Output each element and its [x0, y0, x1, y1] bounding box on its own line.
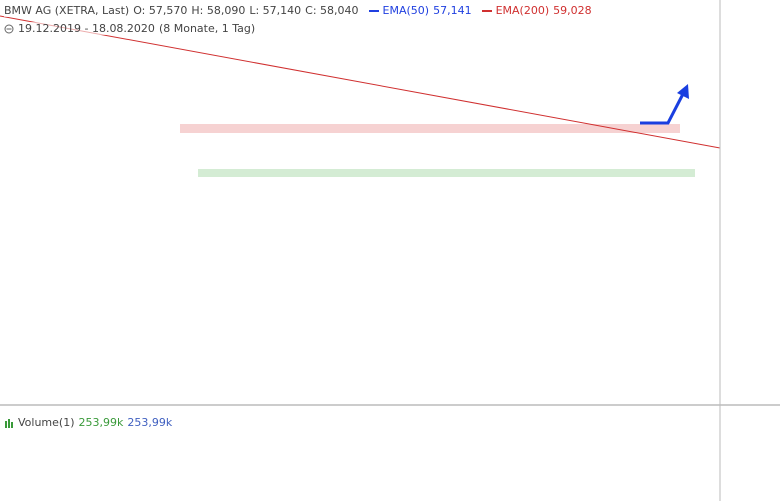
- header-line-1: BMW AG (XETRA, Last) O: 57,570 H: 58,090…: [4, 4, 592, 17]
- volume-header: Volume(1) 253,99k 253,99k: [4, 416, 173, 429]
- ohlc-low: L: 57,140: [249, 4, 302, 17]
- ohlc-high: H: 58,090: [191, 4, 246, 17]
- ohlc-open: O: 57,570: [133, 4, 188, 17]
- trend-line: [0, 15, 721, 149]
- legend-label: EMA(200): [495, 4, 550, 17]
- arrow: [640, 91, 686, 125]
- resistance-zone: [180, 124, 680, 133]
- period: (8 Monate, 1 Tag): [158, 22, 256, 35]
- support-zone: [198, 169, 695, 177]
- date-range: 19.12.2019 - 18.08.2020: [18, 22, 155, 35]
- header-line-2: 19.12.2019 - 18.08.2020 (8 Monate, 1 Tag…: [4, 22, 256, 35]
- legend-label: EMA(50): [382, 4, 430, 17]
- collapse-icon[interactable]: [4, 24, 14, 34]
- volume-value: 253,99k: [127, 416, 173, 429]
- arrow-head: [677, 84, 689, 99]
- ohlc-close: C: 58,040: [305, 4, 359, 17]
- volume-icon: [5, 418, 13, 428]
- volume-title: Volume(1): [18, 416, 75, 429]
- header-title: BMW AG (XETRA, Last): [4, 4, 130, 17]
- legend-value: 57,141: [433, 4, 472, 17]
- volume-value: 253,99k: [78, 416, 124, 429]
- legend-value: 59,028: [553, 4, 592, 17]
- legend-swatch: [368, 9, 379, 12]
- legend-swatch: [481, 9, 492, 12]
